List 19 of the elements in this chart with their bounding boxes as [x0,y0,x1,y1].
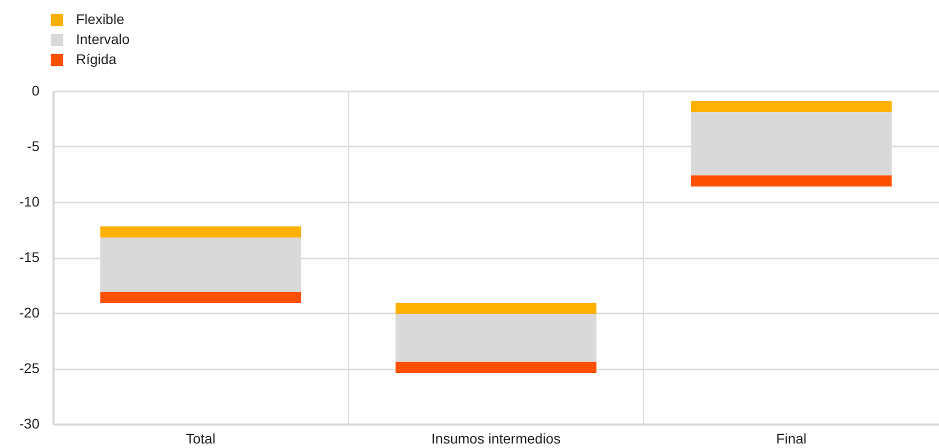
legend-label: Rígida [76,51,117,67]
bar [396,303,596,314]
bar [690,100,892,112]
legend-label: Flexible [76,11,124,27]
y-tick-label: 0 [32,82,40,98]
legend-label: Intervalo [76,31,130,47]
x-tick-label: Final [776,430,807,446]
y-tick-label: -25 [19,360,40,376]
y-tick-label: -5 [27,138,40,154]
bar [100,226,302,238]
y-tick-label: -15 [19,249,40,265]
bar [100,292,302,304]
y-tick-label: -30 [19,416,40,432]
bar [690,175,892,186]
x-tick-label: Insumos intermedios [431,430,561,446]
y-tick-label: -20 [19,304,40,320]
bar [396,362,596,373]
x-tick-label: Total [186,430,216,446]
y-tick-label: -10 [19,194,40,210]
